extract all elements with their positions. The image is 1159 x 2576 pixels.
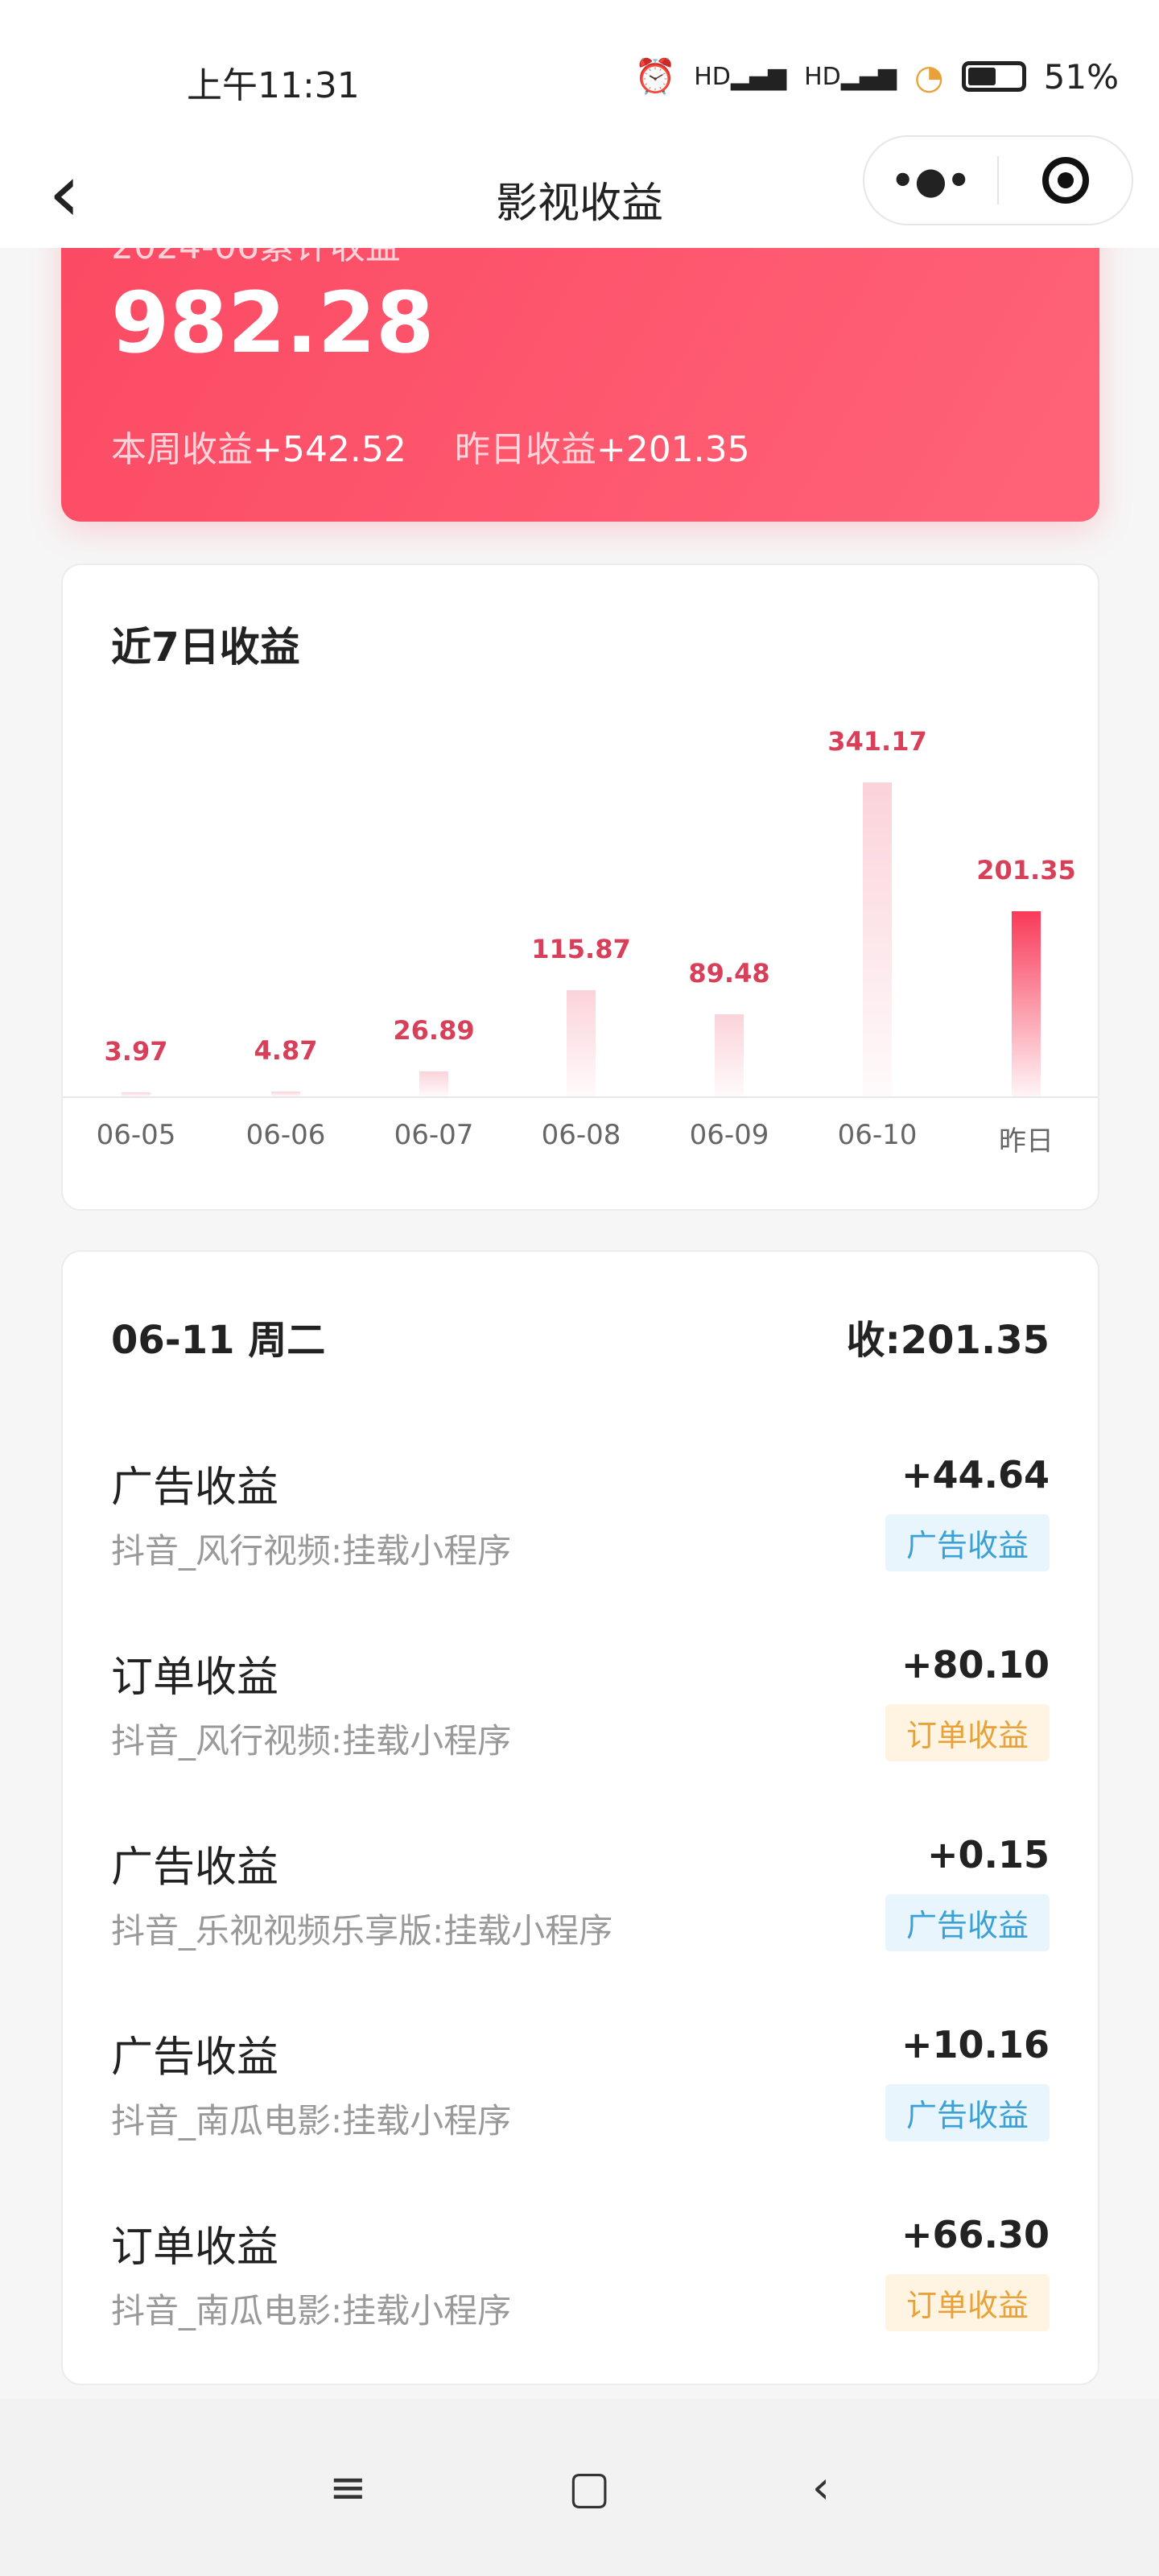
bar-value-label: 115.87 [531, 933, 631, 964]
detail-total: 收:201.35 [846, 1318, 1050, 1363]
wifi-icon: ◔ [914, 56, 944, 97]
bar-value-label: 341.17 [827, 726, 927, 757]
more-dots-icon[interactable]: •●• [891, 159, 971, 202]
bar-value-label: 4.87 [254, 1035, 318, 1067]
chart-bar [271, 1092, 300, 1096]
status-bar: 上午11:31 ⏰ HD▂▄▆ HD▂▄▆ ◔ 51% [0, 0, 1159, 145]
chart-bar [419, 1071, 448, 1096]
earning-item: 订单收益 抖音_南瓜电影:挂载小程序 +66.30 订单收益 [111, 2213, 1050, 2331]
total-earnings: 982.28 [111, 274, 435, 372]
x-tick-label: 昨日 [999, 1125, 1054, 1158]
bar-value-label: 26.89 [393, 1015, 475, 1046]
target-icon[interactable] [999, 157, 1132, 204]
item-amount: +66.30 [901, 2213, 1050, 2256]
item-tag: 广告收益 [885, 2084, 1050, 2141]
earning-item: 广告收益 抖音_南瓜电影:挂载小程序 +10.16 广告收益 [111, 2023, 1050, 2141]
bar-value-label: 201.35 [976, 854, 1076, 886]
earning-item: 广告收益 抖音_风行视频:挂载小程序 +44.64 广告收益 [111, 1453, 1050, 1571]
item-title: 订单收益 [111, 1653, 279, 1702]
battery-percent: 51% [1043, 56, 1119, 97]
chart-bar [715, 1013, 744, 1096]
x-tick-label: 06-06 [245, 1119, 326, 1151]
x-tick-label: 06-09 [689, 1119, 769, 1151]
alarm-icon: ⏰ [633, 56, 677, 96]
item-tag: 订单收益 [885, 1704, 1050, 1761]
mini-program-capsule: •●• [863, 135, 1133, 225]
divider [997, 156, 999, 204]
detail-header: 06-11 周二 收:201.35 [111, 1308, 1050, 1364]
detail-card: 06-11 周二 收:201.35 广告收益 抖音_风行视频:挂载小程序 +44… [61, 1250, 1099, 2385]
menu-icon[interactable]: ≡ [328, 2461, 367, 2514]
chart-bar [1012, 910, 1041, 1096]
item-source: 抖音_南瓜电影:挂载小程序 [111, 2101, 512, 2140]
item-amount: +80.10 [901, 1643, 1050, 1686]
item-amount: +0.15 [926, 1833, 1050, 1876]
item-tag: 广告收益 [885, 1894, 1050, 1951]
earning-item: 订单收益 抖音_风行视频:挂载小程序 +80.10 订单收益 [111, 1643, 1050, 1761]
signal-icon-2: HD▂▄▆ [804, 62, 897, 91]
x-tick-label: 06-07 [394, 1119, 474, 1151]
week-earnings: 本周收益+542.52 [111, 429, 406, 470]
item-amount: +44.64 [901, 1453, 1050, 1496]
home-icon[interactable]: ▢ [567, 2461, 611, 2514]
item-tag: 广告收益 [885, 1514, 1050, 1571]
bar-value-label: 3.97 [104, 1036, 168, 1067]
chart-bar [567, 989, 596, 1096]
page-title: 影视收益 [495, 180, 663, 228]
earning-item: 广告收益 抖音_乐视视频乐享版:挂载小程序 +0.15 广告收益 [111, 1833, 1050, 1951]
bar-value-label: 89.48 [688, 957, 770, 989]
item-tag: 订单收益 [885, 2274, 1050, 2331]
item-title: 广告收益 [111, 2033, 279, 2082]
x-tick-label: 06-05 [96, 1119, 176, 1151]
item-source: 抖音_南瓜电影:挂载小程序 [111, 2291, 512, 2330]
back-button[interactable]: ‹ [48, 146, 80, 240]
item-title: 广告收益 [111, 1463, 279, 1512]
battery-icon [961, 61, 1026, 92]
item-source: 抖音_风行视频:挂载小程序 [111, 1531, 512, 1571]
chart-bar [122, 1092, 151, 1096]
item-amount: +10.16 [901, 2023, 1050, 2066]
item-source: 抖音_乐视视频乐享版:挂载小程序 [111, 1911, 613, 1951]
chart-bar [863, 782, 892, 1096]
nav-bar: ‹ 影视收益 •●• [0, 135, 1159, 248]
back-icon[interactable]: ‹ [811, 2461, 831, 2514]
signal-icon: HD▂▄▆ [694, 62, 787, 91]
summary-card: 2024-06累计收益 982.28 本周收益+542.52 昨日收益+201.… [61, 201, 1099, 522]
chart-title: 近7日收益 [111, 624, 300, 671]
x-tick-label: 06-10 [837, 1119, 918, 1151]
clock: 上午11:31 [187, 65, 360, 106]
x-tick-label: 06-08 [541, 1119, 621, 1151]
yesterday-earnings: 昨日收益+201.35 [454, 429, 750, 470]
detail-date: 06-11 周二 [111, 1318, 326, 1363]
item-title: 广告收益 [111, 1843, 279, 1892]
item-title: 订单收益 [111, 2223, 279, 2272]
chart-card: 近7日收益 3.97 06-05 4.87 06-06 26.89 06-07 115.87… [61, 564, 1099, 1211]
system-nav-bar: ≡ ▢ ‹ [0, 2399, 1159, 2576]
x-axis-line [63, 1096, 1098, 1098]
item-source: 抖音_风行视频:挂载小程序 [111, 1721, 512, 1761]
